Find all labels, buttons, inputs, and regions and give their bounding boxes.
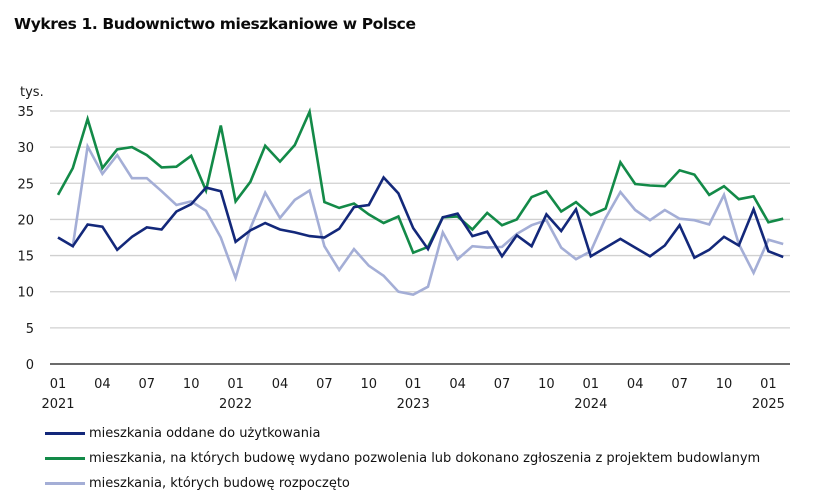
legend-swatch-started [45, 482, 85, 485]
legend-label-permits: mieszkania, na których budowę wydano poz… [89, 451, 761, 466]
x-tick-label-year: 2022 [219, 397, 252, 412]
x-tick-label-month: 10 [361, 377, 378, 392]
y-tick-label: 0 [26, 358, 34, 373]
x-tick-label-month: 01 [760, 377, 777, 392]
series-line-started [57, 142, 784, 296]
x-tick-label-year: 2024 [574, 397, 607, 412]
x-tick-label-month: 10 [183, 377, 200, 392]
chart-title: Wykres 1. Budownictwo mieszkaniowe w Pol… [14, 15, 416, 33]
x-tick-label-month: 04 [449, 377, 466, 392]
y-tick-label: 20 [17, 213, 34, 228]
x-tick-label-month: 07 [139, 377, 156, 392]
x-tick-label-month: 07 [494, 377, 511, 392]
series-line-permits [56, 107, 784, 255]
x-tick-label-year: 2021 [41, 397, 74, 412]
legend-swatch-permits [45, 457, 85, 460]
y-tick-label: 15 [17, 250, 34, 265]
x-tick-label-month: 04 [94, 377, 111, 392]
legend-swatch-completed [45, 432, 85, 435]
x-tick-label-month: 01 [50, 377, 67, 392]
x-tick-label-month: 10 [716, 377, 733, 392]
x-tick-label-month: 04 [272, 377, 289, 392]
legend-item-permits: mieszkania, na których budowę wydano poz… [45, 446, 760, 471]
x-tick-label-month: 10 [538, 377, 555, 392]
x-tick-label-year: 2025 [752, 397, 785, 412]
x-tick-label-month: 07 [671, 377, 688, 392]
legend-label-completed: mieszkania oddane do użytkowania [89, 426, 321, 441]
legend: mieszkania oddane do użytkowania mieszka… [45, 421, 760, 496]
x-tick-label-month: 01 [583, 377, 600, 392]
legend-label-started: mieszkania, których budowę rozpoczęto [89, 476, 350, 491]
legend-item-started: mieszkania, których budowę rozpoczęto [45, 471, 760, 496]
series-line-completed [57, 175, 784, 260]
series-lines [56, 107, 784, 296]
y-axis: 0 5 10 15 20 25 30 35 [17, 105, 34, 373]
y-tick-label: 5 [26, 322, 34, 337]
y-tick-label: 25 [17, 177, 34, 192]
y-tick-label: 10 [17, 286, 34, 301]
y-axis-unit-label: tys. [20, 85, 44, 100]
legend-item-completed: mieszkania oddane do użytkowania [45, 421, 760, 446]
x-tick-label-month: 04 [627, 377, 644, 392]
x-tick-label-month: 07 [316, 377, 333, 392]
x-tick-label-month: 01 [227, 377, 244, 392]
y-tick-label: 30 [17, 141, 34, 156]
x-tick-label-month: 01 [405, 377, 422, 392]
y-tick-label: 35 [17, 105, 34, 120]
x-axis: 01 2021 04 07 10 01 2022 04 07 10 01 2023 04 07 10 01 20… [41, 377, 784, 412]
x-tick-label-year: 2023 [397, 397, 430, 412]
